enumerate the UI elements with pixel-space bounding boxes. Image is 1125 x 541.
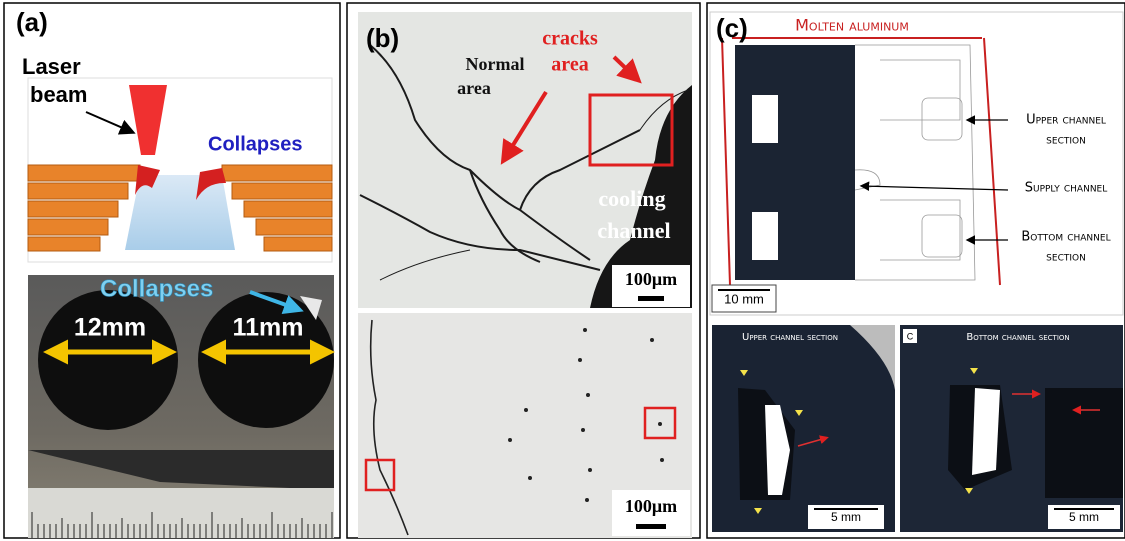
normal-label: area — [457, 78, 491, 98]
shape — [660, 458, 664, 462]
laser-label: Laser — [22, 54, 81, 79]
channel-label: channel — [597, 218, 670, 243]
subpanel-title: Upper channel section — [742, 332, 838, 343]
panel-label: (a) — [16, 7, 48, 37]
shape — [232, 183, 332, 199]
shape — [638, 296, 664, 301]
shape — [508, 438, 512, 442]
laser-label: beam — [30, 82, 87, 107]
width-label: 12mm — [74, 314, 146, 342]
shape — [28, 183, 128, 199]
panel-label: (c) — [716, 13, 748, 43]
scale-bar-label: 100μm — [625, 496, 677, 516]
figure: Laser beam Collapses Collapses 12mm 11mm… — [0, 0, 1125, 541]
subpanel-title: Bottom channel section — [966, 332, 1069, 343]
collapses-label: Collapses — [208, 133, 302, 155]
shape — [972, 388, 1000, 475]
shape — [28, 201, 118, 217]
shape — [524, 408, 528, 412]
shape — [752, 212, 778, 260]
scale-bar-label: 100μm — [625, 269, 677, 289]
cracks-label: area — [551, 54, 588, 76]
panel-b: cracks area Normal area cooling channel … — [347, 3, 700, 538]
shape — [581, 428, 585, 432]
shape — [636, 524, 666, 529]
shape — [28, 219, 108, 235]
callout: Upper channel — [1026, 113, 1106, 128]
shape — [38, 290, 178, 430]
page: Laser beam Collapses Collapses 12mm 11mm… — [0, 0, 1125, 541]
title: Molten aluminum — [795, 16, 909, 35]
callout: section — [1046, 133, 1086, 148]
callout: Bottom channel — [1021, 230, 1110, 245]
panel-label: (b) — [366, 23, 399, 53]
shape — [578, 358, 582, 362]
shape — [658, 422, 662, 426]
subpanel-label: C — [907, 331, 914, 341]
shape — [528, 476, 532, 480]
shape — [28, 237, 100, 251]
collapses-label: Collapses — [100, 275, 213, 302]
scale-bar-label: 10 mm — [724, 291, 764, 306]
callout: section — [1046, 250, 1086, 265]
shape — [585, 498, 589, 502]
shape — [586, 393, 590, 397]
scale-bar-label: 5 mm — [1069, 510, 1099, 524]
shape — [264, 237, 332, 251]
scale-bar-label: 5 mm — [831, 510, 861, 524]
shape — [1045, 388, 1123, 498]
shape — [583, 328, 587, 332]
width-label: 11mm — [233, 314, 304, 342]
cracks-label: cracks — [542, 28, 598, 50]
shape — [650, 338, 654, 342]
panel-a: Laser beam Collapses Collapses 12mm 11mm… — [4, 3, 340, 538]
shape — [222, 165, 332, 181]
shape — [244, 201, 332, 217]
shape — [752, 95, 778, 143]
shape — [28, 165, 140, 181]
channel-label: cooling — [598, 186, 665, 211]
normal-label: Normal — [466, 54, 525, 74]
shape — [588, 468, 592, 472]
panel-c: Molten aluminum Upper channel section Su… — [707, 3, 1125, 538]
callout: Supply channel — [1025, 181, 1108, 196]
shape — [256, 219, 332, 235]
